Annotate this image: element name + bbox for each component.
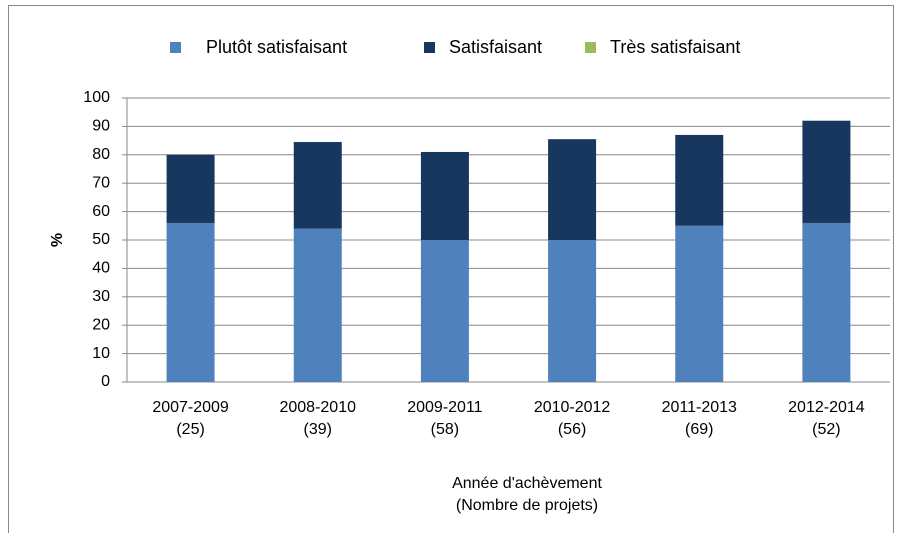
- x-tick-label: 2010-2012 (56): [533, 399, 611, 438]
- y-tick-label: 90: [92, 118, 110, 135]
- y-axis-label: %: [49, 233, 66, 247]
- legend-label: Satisfaisant: [449, 37, 542, 57]
- y-tick-label: 30: [92, 288, 110, 305]
- y-tick-label: 0: [101, 373, 110, 390]
- x-tick-label: 2009-2011 (58): [407, 399, 483, 438]
- bar-segment: [675, 134, 724, 226]
- bar-segment: [675, 225, 724, 382]
- x-axis-label: Année d'achèvement (Nombre de projets): [452, 475, 602, 514]
- bar-segment: [548, 240, 597, 382]
- bar-segment: [802, 222, 851, 382]
- legend-marker: [170, 42, 181, 53]
- y-tick-label: 10: [92, 345, 110, 362]
- chart-frame: [8, 5, 894, 533]
- bar-segment: [293, 142, 342, 229]
- y-tick-label: 20: [92, 316, 110, 333]
- legend-label: Très satisfaisant: [610, 37, 740, 57]
- y-tick-label: 80: [92, 146, 110, 163]
- bar-segment: [548, 139, 597, 240]
- x-tick-label: 2011-2013 (69): [661, 399, 737, 438]
- bar-segment: [166, 222, 215, 382]
- y-tick-label: 60: [92, 203, 110, 220]
- bar-segment: [166, 154, 215, 223]
- bar-segment: [293, 228, 342, 382]
- bar-segment: [420, 240, 469, 382]
- legend-label: Plutôt satisfaisant: [206, 37, 347, 57]
- bar-segment: [420, 151, 469, 240]
- bar-segment: [802, 120, 851, 223]
- x-tick-label: 2008-2010 (39): [279, 399, 356, 438]
- y-tick-label: 70: [92, 174, 110, 191]
- y-tick-label: 100: [83, 89, 110, 106]
- x-tick-label: 2007-2009 (25): [152, 399, 229, 438]
- legend-marker: [585, 42, 596, 53]
- legend-marker: [424, 42, 435, 53]
- x-tick-label: 2012-2014 (52): [788, 399, 865, 438]
- y-tick-label: 50: [92, 231, 110, 248]
- y-tick-label: 40: [92, 260, 110, 277]
